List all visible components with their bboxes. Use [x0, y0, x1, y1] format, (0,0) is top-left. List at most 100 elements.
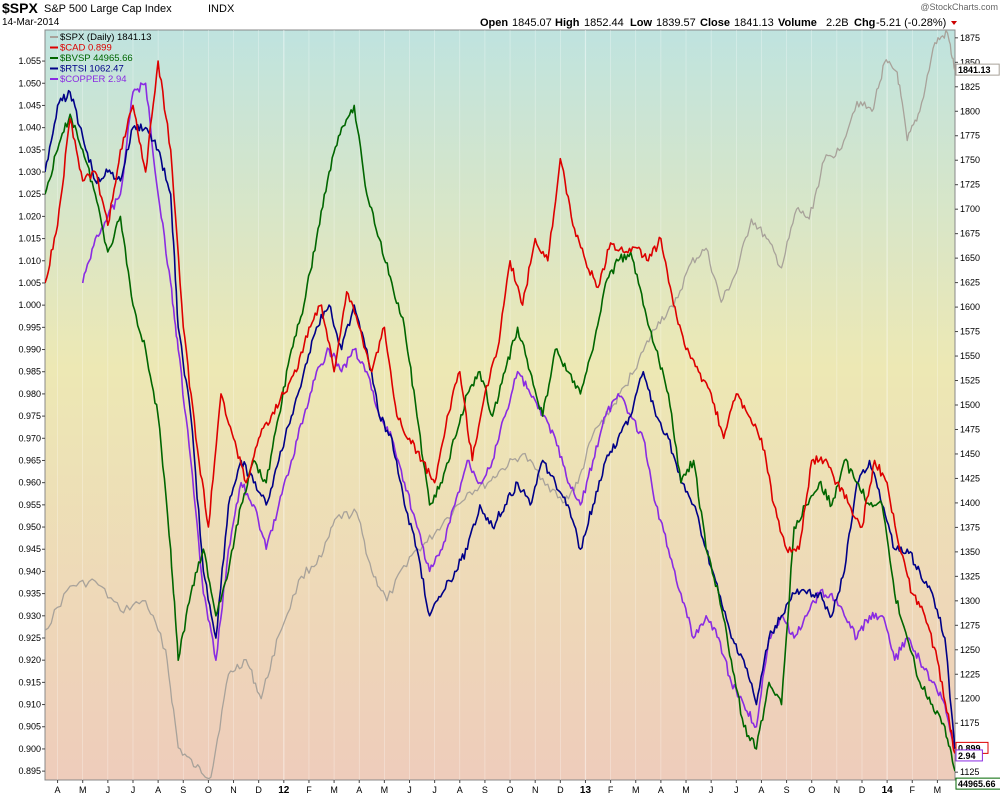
high-label: High [555, 17, 580, 29]
right-tick-label: 1700 [960, 204, 980, 214]
x-month-label: F [306, 785, 312, 795]
right-tick-label: 1725 [960, 180, 980, 190]
left-tick-label: 0.930 [18, 611, 41, 621]
open-value: 1845.07 [512, 17, 552, 29]
x-month-label: O [808, 785, 815, 795]
volume-label: Volume [778, 17, 817, 29]
left-tick-label: 0.945 [18, 544, 41, 554]
legend-entry-rtsi: $RTSI 1062.47 [60, 64, 124, 75]
x-month-label: J [131, 785, 136, 795]
left-tick-label: 0.950 [18, 522, 41, 532]
last-label-box-bvsp [955, 777, 1000, 790]
left-tick-label: 0.920 [18, 655, 41, 665]
x-month-label: S [180, 785, 186, 795]
x-month-label: J [432, 785, 437, 795]
right-tick-label: 1550 [960, 351, 980, 361]
right-tick-label: 1750 [960, 155, 980, 165]
x-month-label: M [79, 785, 87, 795]
left-tick-label: 1.010 [18, 256, 41, 266]
series-line-spx [45, 30, 955, 780]
x-month-label: D [859, 785, 866, 795]
plot-area [44, 29, 956, 781]
right-tick-label: 1275 [960, 620, 980, 630]
left-tick-label: 1.015 [18, 234, 41, 244]
last-label-cad: 0.899 [958, 743, 981, 753]
x-month-label: N [532, 785, 539, 795]
series-line-cad [45, 60, 955, 754]
chg-down-arrow-icon [951, 21, 957, 25]
chart-exchange: INDX [208, 3, 235, 15]
right-tick-label: 1675 [960, 229, 980, 239]
series-line-rtsi [45, 89, 955, 749]
x-month-label: M [934, 785, 942, 795]
right-tick-label: 1475 [960, 424, 980, 434]
left-tick-label: 1.035 [18, 145, 41, 155]
right-tick-label: 1425 [960, 473, 980, 483]
left-axis: 0.895 0.900 0.905 0.910 0.915 0.920 0.925 0.930… [18, 56, 45, 776]
x-year-label: 14 [882, 785, 894, 796]
x-month-label: F [910, 785, 916, 795]
x-month-label: J [106, 785, 111, 795]
left-tick-label: 0.940 [18, 566, 41, 576]
close-value: 1841.13 [734, 17, 774, 29]
volume-value: 2.2B [826, 17, 849, 29]
left-tick-label: 0.905 [18, 722, 41, 732]
last-label-box-spx [955, 63, 1000, 76]
low-value: 1839.57 [656, 17, 696, 29]
x-axis: A M J J A S O N D 12 F M A M J J A S O N D 13 F M A M J J A S O N D 14 F M [55, 780, 942, 796]
x-month-label: S [482, 785, 488, 795]
x-month-label: J [709, 785, 714, 795]
x-month-label: F [608, 785, 614, 795]
left-tick-label: 1.055 [18, 56, 41, 66]
left-tick-label: 1.020 [18, 211, 41, 221]
left-tick-label: 0.935 [18, 589, 41, 599]
right-tick-label: 1525 [960, 376, 980, 386]
x-month-label: N [834, 785, 841, 795]
x-month-label: D [557, 785, 564, 795]
chart-symbol: $SPX [2, 0, 38, 16]
last-label-copper: 2.94 [958, 751, 976, 761]
brand-watermark: @StockCharts.com [920, 2, 998, 12]
right-tick-label: 1850 [960, 57, 980, 67]
right-tick-label: 1300 [960, 596, 980, 606]
open-label: Open [480, 17, 508, 29]
x-month-label: M [632, 785, 640, 795]
left-tick-label: 0.960 [18, 478, 41, 488]
right-tick-label: 1250 [960, 645, 980, 655]
x-month-label: A [658, 785, 664, 795]
left-tick-label: 0.895 [18, 766, 41, 776]
last-label-spx: 1841.13 [958, 65, 991, 75]
left-tick-label: 0.925 [18, 633, 41, 643]
left-tick-label: 1.050 [18, 78, 41, 88]
right-tick-label: 1625 [960, 278, 980, 288]
right-tick-label: 1200 [960, 694, 980, 704]
right-tick-label: 1575 [960, 327, 980, 337]
last-value-labels: 1841.13 0.899 44965.66 2.94 [955, 63, 1000, 790]
x-month-label: M [682, 785, 690, 795]
right-tick-label: 1800 [960, 106, 980, 116]
series-line-bvsp [45, 104, 955, 772]
right-tick-label: 1175 [960, 718, 979, 728]
last-label-box-copper [955, 749, 983, 762]
left-tick-label: 0.975 [18, 411, 41, 421]
legend-entry-bvsp: $BVSP 44965.66 [60, 53, 133, 64]
right-tick-label: 1375 [960, 522, 980, 532]
right-tick-label: 1875 [960, 33, 980, 43]
left-tick-label: 0.915 [18, 677, 41, 687]
left-tick-label: 0.910 [18, 700, 41, 710]
legend-entry-cad: $CAD 0.899 [60, 43, 112, 54]
right-tick-label: 1350 [960, 547, 980, 557]
right-tick-label: 1450 [960, 449, 980, 459]
chart-name: S&P 500 Large Cap Index [44, 3, 172, 15]
left-tick-label: 0.995 [18, 322, 41, 332]
x-month-label: A [457, 785, 463, 795]
x-year-label: 12 [278, 785, 290, 796]
right-tick-label: 1500 [960, 400, 980, 410]
left-tick-label: 1.025 [18, 189, 41, 199]
left-tick-label: 0.985 [18, 367, 41, 377]
right-tick-label: 1650 [960, 253, 980, 263]
left-tick-label: 1.005 [18, 278, 41, 288]
chg-label: Chg [854, 17, 875, 29]
last-label-bvsp: 44965.66 [958, 779, 996, 789]
high-value: 1852.44 [584, 17, 624, 29]
